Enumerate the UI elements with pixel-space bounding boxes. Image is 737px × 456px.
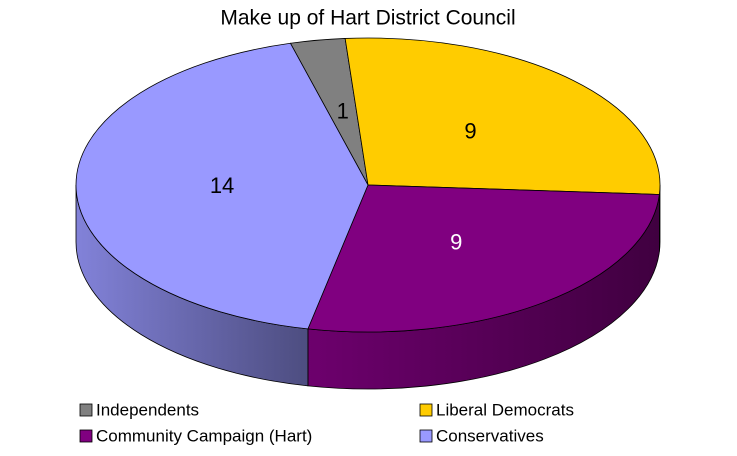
slice <box>344 37 661 195</box>
legend-swatch <box>79 429 93 443</box>
legend-label: Independents <box>96 400 199 419</box>
data-label: 14 <box>210 173 234 198</box>
slice <box>307 184 660 333</box>
legend-swatch <box>79 403 93 417</box>
data-label: 1 <box>337 98 349 123</box>
data-label: 9 <box>464 118 476 143</box>
legend-swatch <box>419 429 433 443</box>
legend-label: Conservatives <box>436 426 544 445</box>
data-label: 9 <box>450 229 462 254</box>
slice <box>75 42 369 330</box>
legend-label: Community Campaign (Hart) <box>96 426 312 445</box>
legend-label: Liberal Democrats <box>436 400 574 419</box>
chart-title: Make up of Hart District Council <box>220 7 515 30</box>
legend-swatch <box>419 403 433 417</box>
